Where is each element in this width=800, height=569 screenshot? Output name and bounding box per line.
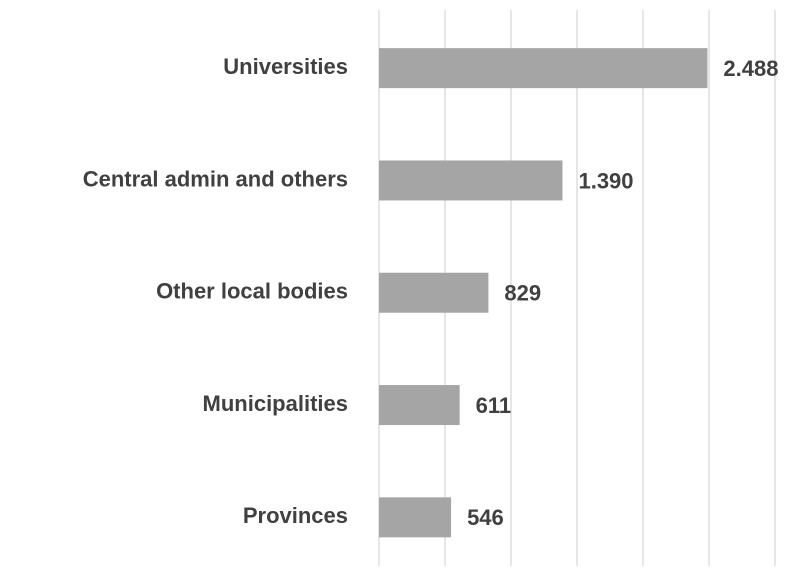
category-label: Provinces	[243, 503, 348, 528]
bar	[379, 272, 489, 313]
value-label: 1.390	[578, 168, 633, 193]
value-label: 829	[504, 281, 541, 306]
value-label: 546	[467, 505, 504, 530]
bar	[379, 497, 452, 538]
value-label: 611	[476, 393, 512, 418]
category-label: Other local bodies	[156, 279, 348, 304]
category-label: Municipalities	[203, 391, 348, 416]
category-label: Central admin and others	[83, 166, 348, 191]
bar	[379, 160, 563, 201]
category-label: Universities	[223, 54, 348, 79]
bar	[379, 385, 460, 426]
bar	[379, 48, 708, 89]
value-label: 2.488	[723, 56, 778, 81]
